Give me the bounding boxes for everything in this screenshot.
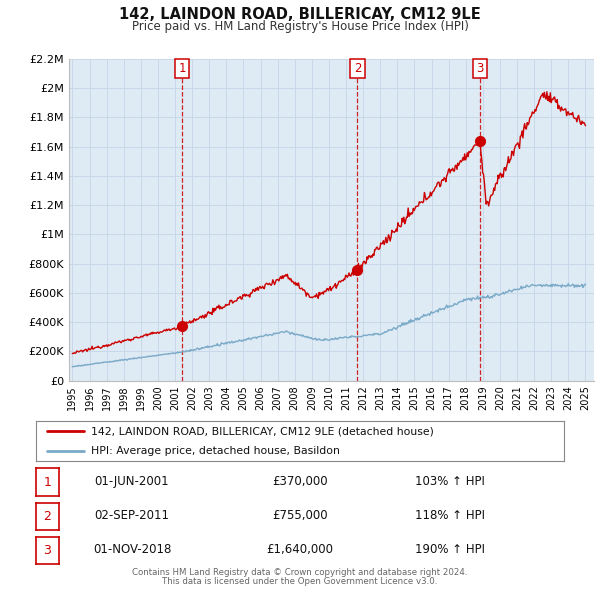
Text: 1: 1 [43, 476, 52, 489]
Text: 01-JUN-2001: 01-JUN-2001 [95, 475, 169, 488]
Text: 1: 1 [178, 62, 186, 75]
Text: £755,000: £755,000 [272, 509, 328, 522]
Text: £1,640,000: £1,640,000 [266, 543, 334, 556]
Text: 3: 3 [43, 544, 52, 557]
Text: 190% ↑ HPI: 190% ↑ HPI [415, 543, 485, 556]
Text: Contains HM Land Registry data © Crown copyright and database right 2024.: Contains HM Land Registry data © Crown c… [132, 568, 468, 577]
Text: 02-SEP-2011: 02-SEP-2011 [95, 509, 170, 522]
Text: 2: 2 [354, 62, 361, 75]
Text: This data is licensed under the Open Government Licence v3.0.: This data is licensed under the Open Gov… [163, 578, 437, 586]
Text: 142, LAINDON ROAD, BILLERICAY, CM12 9LE (detached house): 142, LAINDON ROAD, BILLERICAY, CM12 9LE … [91, 427, 434, 436]
Text: HPI: Average price, detached house, Basildon: HPI: Average price, detached house, Basi… [91, 447, 340, 456]
Text: 01-NOV-2018: 01-NOV-2018 [93, 543, 171, 556]
Text: Price paid vs. HM Land Registry's House Price Index (HPI): Price paid vs. HM Land Registry's House … [131, 20, 469, 33]
Text: 2: 2 [43, 510, 52, 523]
Text: £370,000: £370,000 [272, 475, 328, 488]
Text: 118% ↑ HPI: 118% ↑ HPI [415, 509, 485, 522]
Text: 142, LAINDON ROAD, BILLERICAY, CM12 9LE: 142, LAINDON ROAD, BILLERICAY, CM12 9LE [119, 7, 481, 22]
Text: 103% ↑ HPI: 103% ↑ HPI [415, 475, 485, 488]
Text: 3: 3 [476, 62, 484, 75]
